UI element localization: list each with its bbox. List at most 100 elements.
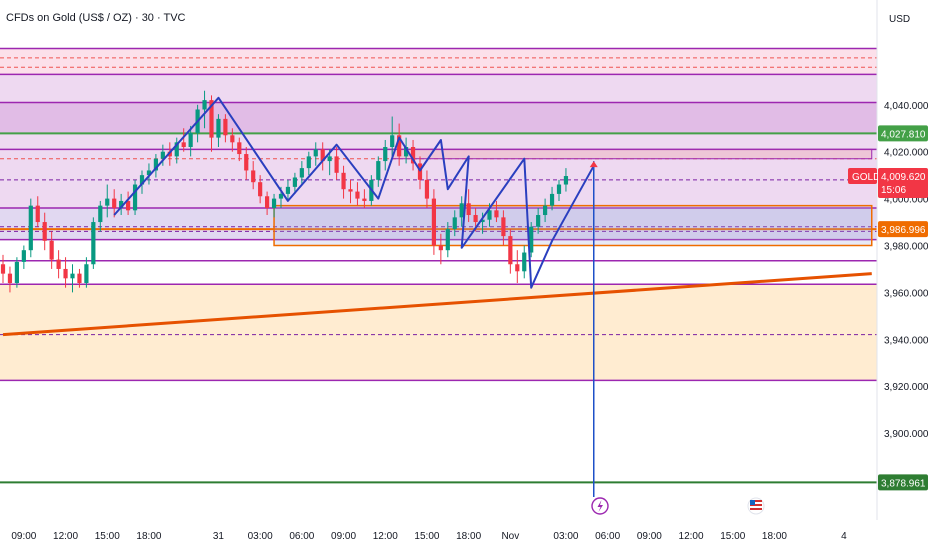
- title-backdrop: [0, 8, 168, 26]
- x-tick-9: 15:00: [414, 531, 439, 542]
- candle-body-18: [126, 200, 131, 211]
- candle-body-3: [21, 250, 26, 262]
- candle-body-35: [244, 154, 249, 171]
- candle-body-47: [327, 156, 332, 162]
- zone-3: [0, 207, 877, 240]
- candle-body-74: [515, 264, 520, 272]
- candle-body-9: [63, 268, 68, 279]
- us-flag-icon: [750, 500, 755, 505]
- price-tag-bg-2[interactable]: [878, 474, 928, 491]
- zone-4: [0, 284, 877, 381]
- orange-trend-line: [2, 272, 872, 337]
- y-tick-0: 4,040.000: [884, 101, 929, 112]
- candle-body-40: [278, 193, 284, 199]
- candle-body-70: [487, 210, 492, 220]
- candle-body-19: [132, 184, 138, 211]
- x-tick-5: 03:00: [248, 531, 273, 542]
- candle-body-34: [237, 142, 242, 155]
- candle-body-48: [334, 156, 339, 173]
- candle-body-61: [424, 179, 430, 199]
- x-tick-7: 09:00: [331, 531, 356, 542]
- candle-body-72: [501, 217, 506, 237]
- x-tick-13: 06:00: [595, 531, 620, 542]
- candle-body-45: [313, 149, 318, 157]
- candle-body-39: [271, 198, 277, 208]
- zone-2: [0, 102, 877, 134]
- candle-body-26: [181, 142, 186, 148]
- candle-body-21: [146, 170, 152, 176]
- x-tick-10: 18:00: [456, 531, 481, 542]
- candles-layer: [0, 90, 569, 293]
- candle-body-17: [119, 200, 124, 208]
- price-axis-background[interactable]: [877, 0, 932, 550]
- x-tick-2: 15:00: [95, 531, 120, 542]
- x-tick-11: Nov: [501, 531, 519, 542]
- flash-icon: [597, 500, 603, 512]
- candle-body-42: [292, 177, 297, 187]
- event-icon-flash[interactable]: [591, 497, 609, 515]
- symbol-tag: GOLD: [852, 172, 880, 183]
- candle-body-80: [556, 184, 562, 194]
- price-tag-bg-1[interactable]: [878, 221, 928, 238]
- candle-body-78: [543, 205, 548, 216]
- candle-body-65: [452, 217, 457, 230]
- y-tick-1: 4,020.000: [884, 148, 929, 159]
- x-tick-8: 12:00: [373, 531, 398, 542]
- price-tag-bg-0[interactable]: [878, 125, 928, 142]
- candle-body-33: [230, 135, 235, 143]
- candle-body-13: [91, 222, 96, 265]
- candle-body-44: [306, 156, 311, 169]
- candle-body-27: [188, 132, 193, 148]
- x-tick-4: 31: [213, 531, 225, 542]
- x-tick-14: 09:00: [637, 531, 662, 542]
- candle-body-43: [299, 168, 304, 178]
- x-tick-3: 18:00: [136, 531, 161, 542]
- candle-body-7: [49, 240, 54, 260]
- last-price-tag-bg[interactable]: [878, 168, 928, 199]
- zone-layer: [0, 48, 877, 381]
- price-tag-2: 3,878.961: [881, 478, 926, 489]
- candle-body-69: [480, 219, 485, 223]
- y-tick-4: 3,960.000: [884, 288, 929, 299]
- candle-body-55: [383, 147, 388, 162]
- chart-title: CFDs on Gold (US$ / OZ) · 30 · TVC: [6, 12, 186, 24]
- bar-countdown: 15:06: [881, 185, 906, 196]
- candle-body-31: [216, 118, 221, 138]
- candle-body-15: [105, 198, 110, 206]
- candle-body-46: [320, 149, 325, 162]
- x-tick-18: 4: [841, 531, 847, 542]
- candle-body-6: [42, 222, 47, 241]
- x-tick-15: 12:00: [679, 531, 704, 542]
- y-tick-3: 3,980.000: [884, 242, 929, 253]
- level-lines-layer: [0, 47, 877, 484]
- candle-body-10: [70, 273, 75, 279]
- candle-body-23: [160, 151, 165, 159]
- candle-body-41: [285, 186, 291, 194]
- candle-body-22: [153, 158, 158, 171]
- candle-body-16: [112, 198, 117, 208]
- candle-body-75: [522, 252, 527, 272]
- candle-body-59: [410, 147, 416, 164]
- red-range-box: [391, 148, 873, 160]
- symbol-tag-bg[interactable]: [848, 168, 877, 185]
- event-icon-us-flag[interactable]: [747, 497, 765, 515]
- candle-body-73: [508, 236, 513, 265]
- candle-body-29: [202, 100, 207, 110]
- candle-body-62: [431, 198, 436, 246]
- orange-range-box: [273, 204, 873, 247]
- candle-body-56: [390, 135, 395, 148]
- candle-body-79: [549, 193, 555, 206]
- x-tick-16: 15:00: [720, 531, 745, 542]
- y-tick-6: 3,920.000: [884, 382, 929, 393]
- candle-body-49: [341, 172, 346, 190]
- y-tick-5: 3,940.000: [884, 335, 929, 346]
- candle-body-51: [355, 191, 360, 199]
- zone-1: [0, 74, 877, 208]
- time-axis: 09:00 12:00 15:00 18:00 31 03:00 06:00 09:00 12:…: [11, 531, 847, 542]
- zigzag-wave-line: [113, 96, 595, 289]
- currency-label[interactable]: USD: [889, 14, 910, 25]
- candle-body-64: [445, 229, 450, 251]
- candle-body-71: [494, 210, 499, 218]
